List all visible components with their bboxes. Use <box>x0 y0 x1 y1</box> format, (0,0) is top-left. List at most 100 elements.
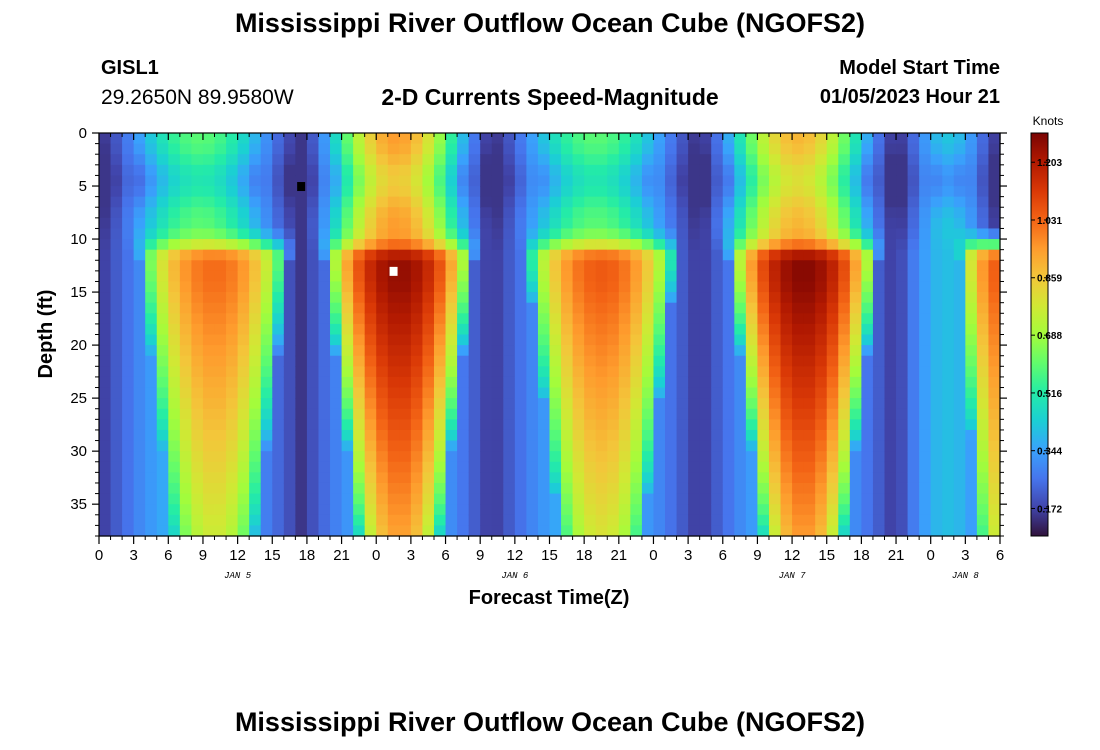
heatmap-cell <box>341 429 354 442</box>
heatmap-cell <box>595 514 608 526</box>
heatmap-cell <box>849 366 862 378</box>
heatmap-cell <box>99 514 112 526</box>
heatmap-cell <box>214 186 227 198</box>
x-tick-label: 9 <box>199 547 207 564</box>
colorbar-bar <box>1030 132 1049 537</box>
heatmap-cell <box>688 207 701 219</box>
heatmap-cell <box>295 398 308 410</box>
heatmap-cell <box>272 525 285 537</box>
heatmap-cell <box>526 143 539 155</box>
heatmap-cell <box>930 451 943 463</box>
heatmap-cell <box>491 376 504 389</box>
heatmap-cell <box>376 302 389 314</box>
heatmap-cell <box>907 334 920 346</box>
heatmap-cell <box>641 472 655 484</box>
heatmap-cell <box>387 493 400 505</box>
heatmap-cell <box>110 186 123 198</box>
heatmap-cell <box>214 440 227 452</box>
heatmap-cell <box>364 398 377 410</box>
heatmap-cell <box>122 175 135 187</box>
heatmap-cell <box>179 419 193 431</box>
heatmap-cell <box>988 376 1001 389</box>
heatmap-cell <box>376 398 389 410</box>
heatmap-cell <box>965 313 978 325</box>
heatmap-cell <box>376 440 389 452</box>
heatmap-cell <box>145 133 158 145</box>
heatmap-cell <box>491 451 504 463</box>
heatmap-cell <box>884 313 897 325</box>
heatmap-cell <box>480 387 493 399</box>
heatmap-cell <box>665 461 678 473</box>
heatmap-cell <box>272 154 285 166</box>
heatmap-cell <box>110 334 123 346</box>
heatmap-cell <box>202 376 216 389</box>
heatmap-cell <box>364 133 377 145</box>
heatmap-cell <box>457 249 470 261</box>
heatmap-cell <box>445 504 458 516</box>
heatmap-cell <box>526 207 539 219</box>
heatmap-cell <box>306 451 320 463</box>
heatmap-cell <box>942 504 955 516</box>
heatmap-cell <box>237 164 250 177</box>
heatmap-cell <box>676 133 689 145</box>
heatmap-cell <box>318 366 331 378</box>
heatmap-cell <box>514 249 527 261</box>
heatmap-cell <box>191 196 204 208</box>
heatmap-cell <box>965 270 978 283</box>
heatmap-cell <box>838 260 851 272</box>
heatmap-cell <box>168 366 181 378</box>
heatmap-cell <box>676 175 689 187</box>
heatmap-cell <box>561 482 574 495</box>
heatmap-cell <box>214 461 227 473</box>
heatmap-cell <box>930 323 943 336</box>
heatmap-cell <box>330 217 343 230</box>
heatmap-cell <box>641 217 655 230</box>
heatmap-cell <box>433 334 447 346</box>
heatmap-cell <box>330 504 343 516</box>
heatmap-cell <box>306 281 320 293</box>
heatmap-cell <box>907 186 920 198</box>
heatmap-cell <box>884 323 897 336</box>
heatmap-cell <box>768 239 782 251</box>
heatmap-cell <box>422 260 435 272</box>
heatmap-cell <box>584 345 597 357</box>
heatmap-cell <box>584 408 597 420</box>
heatmap-cell <box>214 514 227 526</box>
heatmap-cell <box>376 249 389 261</box>
heatmap-cell <box>306 270 320 283</box>
heatmap-cell <box>688 366 701 378</box>
heatmap-cell <box>919 154 932 166</box>
heatmap-cell <box>838 461 851 473</box>
heatmap-cell <box>341 281 354 293</box>
heatmap-cell <box>283 143 296 155</box>
x-tick-label: 6 <box>996 547 1004 564</box>
heatmap-cell <box>537 366 551 378</box>
heatmap-cell <box>861 345 874 357</box>
heatmap-cell <box>872 281 886 293</box>
heatmap-cell <box>133 207 146 219</box>
heatmap-cell <box>99 387 112 399</box>
y-tick-label: 0 <box>79 125 87 142</box>
heatmap-cell <box>849 239 862 251</box>
heatmap-cell <box>976 143 990 155</box>
heatmap-cell <box>122 133 135 145</box>
heatmap-cell <box>214 260 227 272</box>
heatmap-cell <box>514 186 527 198</box>
heatmap-cell <box>260 207 273 219</box>
heatmap-cell <box>838 228 851 240</box>
heatmap-cell <box>792 239 805 251</box>
heatmap-cell <box>260 376 273 389</box>
heatmap-cell <box>861 133 874 145</box>
heatmap-cell <box>110 504 123 516</box>
heatmap-cell <box>907 419 920 431</box>
heatmap-cell <box>503 451 516 463</box>
heatmap-cell <box>133 408 146 420</box>
heatmap-cell <box>145 239 158 251</box>
heatmap-cell <box>202 196 216 208</box>
heatmap-cell <box>306 334 320 346</box>
heatmap-cell <box>202 154 216 166</box>
heatmap-cell <box>318 175 331 187</box>
x-tick-label: 12 <box>229 547 246 564</box>
heatmap-cell <box>561 270 574 283</box>
heatmap-cell <box>468 292 481 304</box>
